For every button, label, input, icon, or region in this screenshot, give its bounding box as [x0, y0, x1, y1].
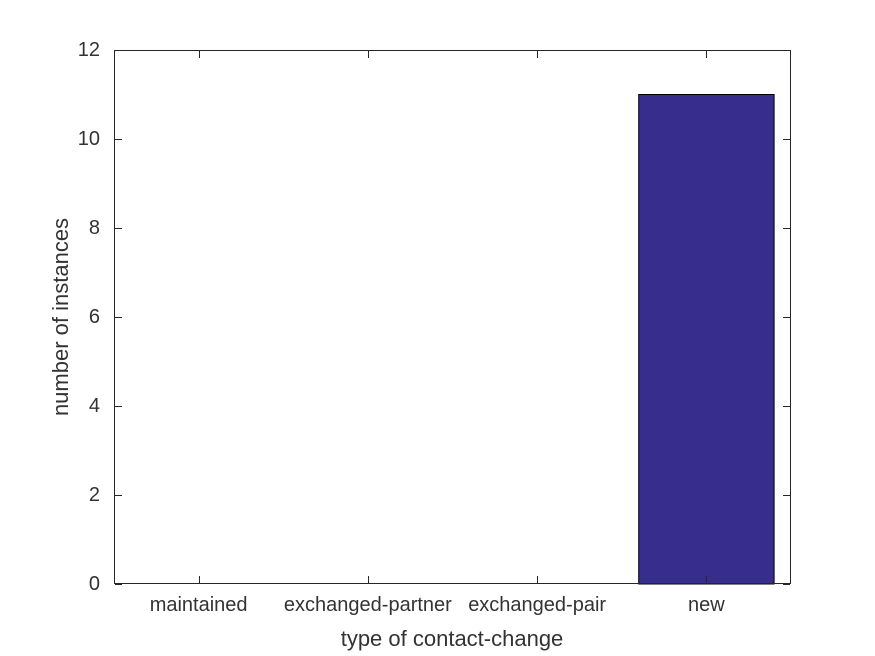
y-tick-label: 12	[77, 39, 100, 61]
x-axis-label: type of contact-change	[340, 626, 564, 651]
y-tick-label: 6	[88, 306, 100, 328]
y-tick-label: 10	[77, 128, 100, 150]
bar-new	[638, 94, 775, 585]
plot-area	[114, 50, 791, 585]
x-tick-label: exchanged-pair	[468, 594, 607, 616]
y-tick-label: 4	[88, 395, 100, 417]
y-tick-label: 2	[88, 484, 100, 506]
x-tick-label: exchanged-partner	[283, 594, 452, 616]
y-tick-label: 8	[88, 217, 100, 239]
y-axis-label: number of instances	[48, 217, 73, 417]
axes-box	[114, 50, 791, 584]
x-tick-label: maintained	[149, 594, 248, 616]
y-tick-label: 0	[88, 573, 100, 595]
x-tick-label: new	[688, 594, 725, 616]
